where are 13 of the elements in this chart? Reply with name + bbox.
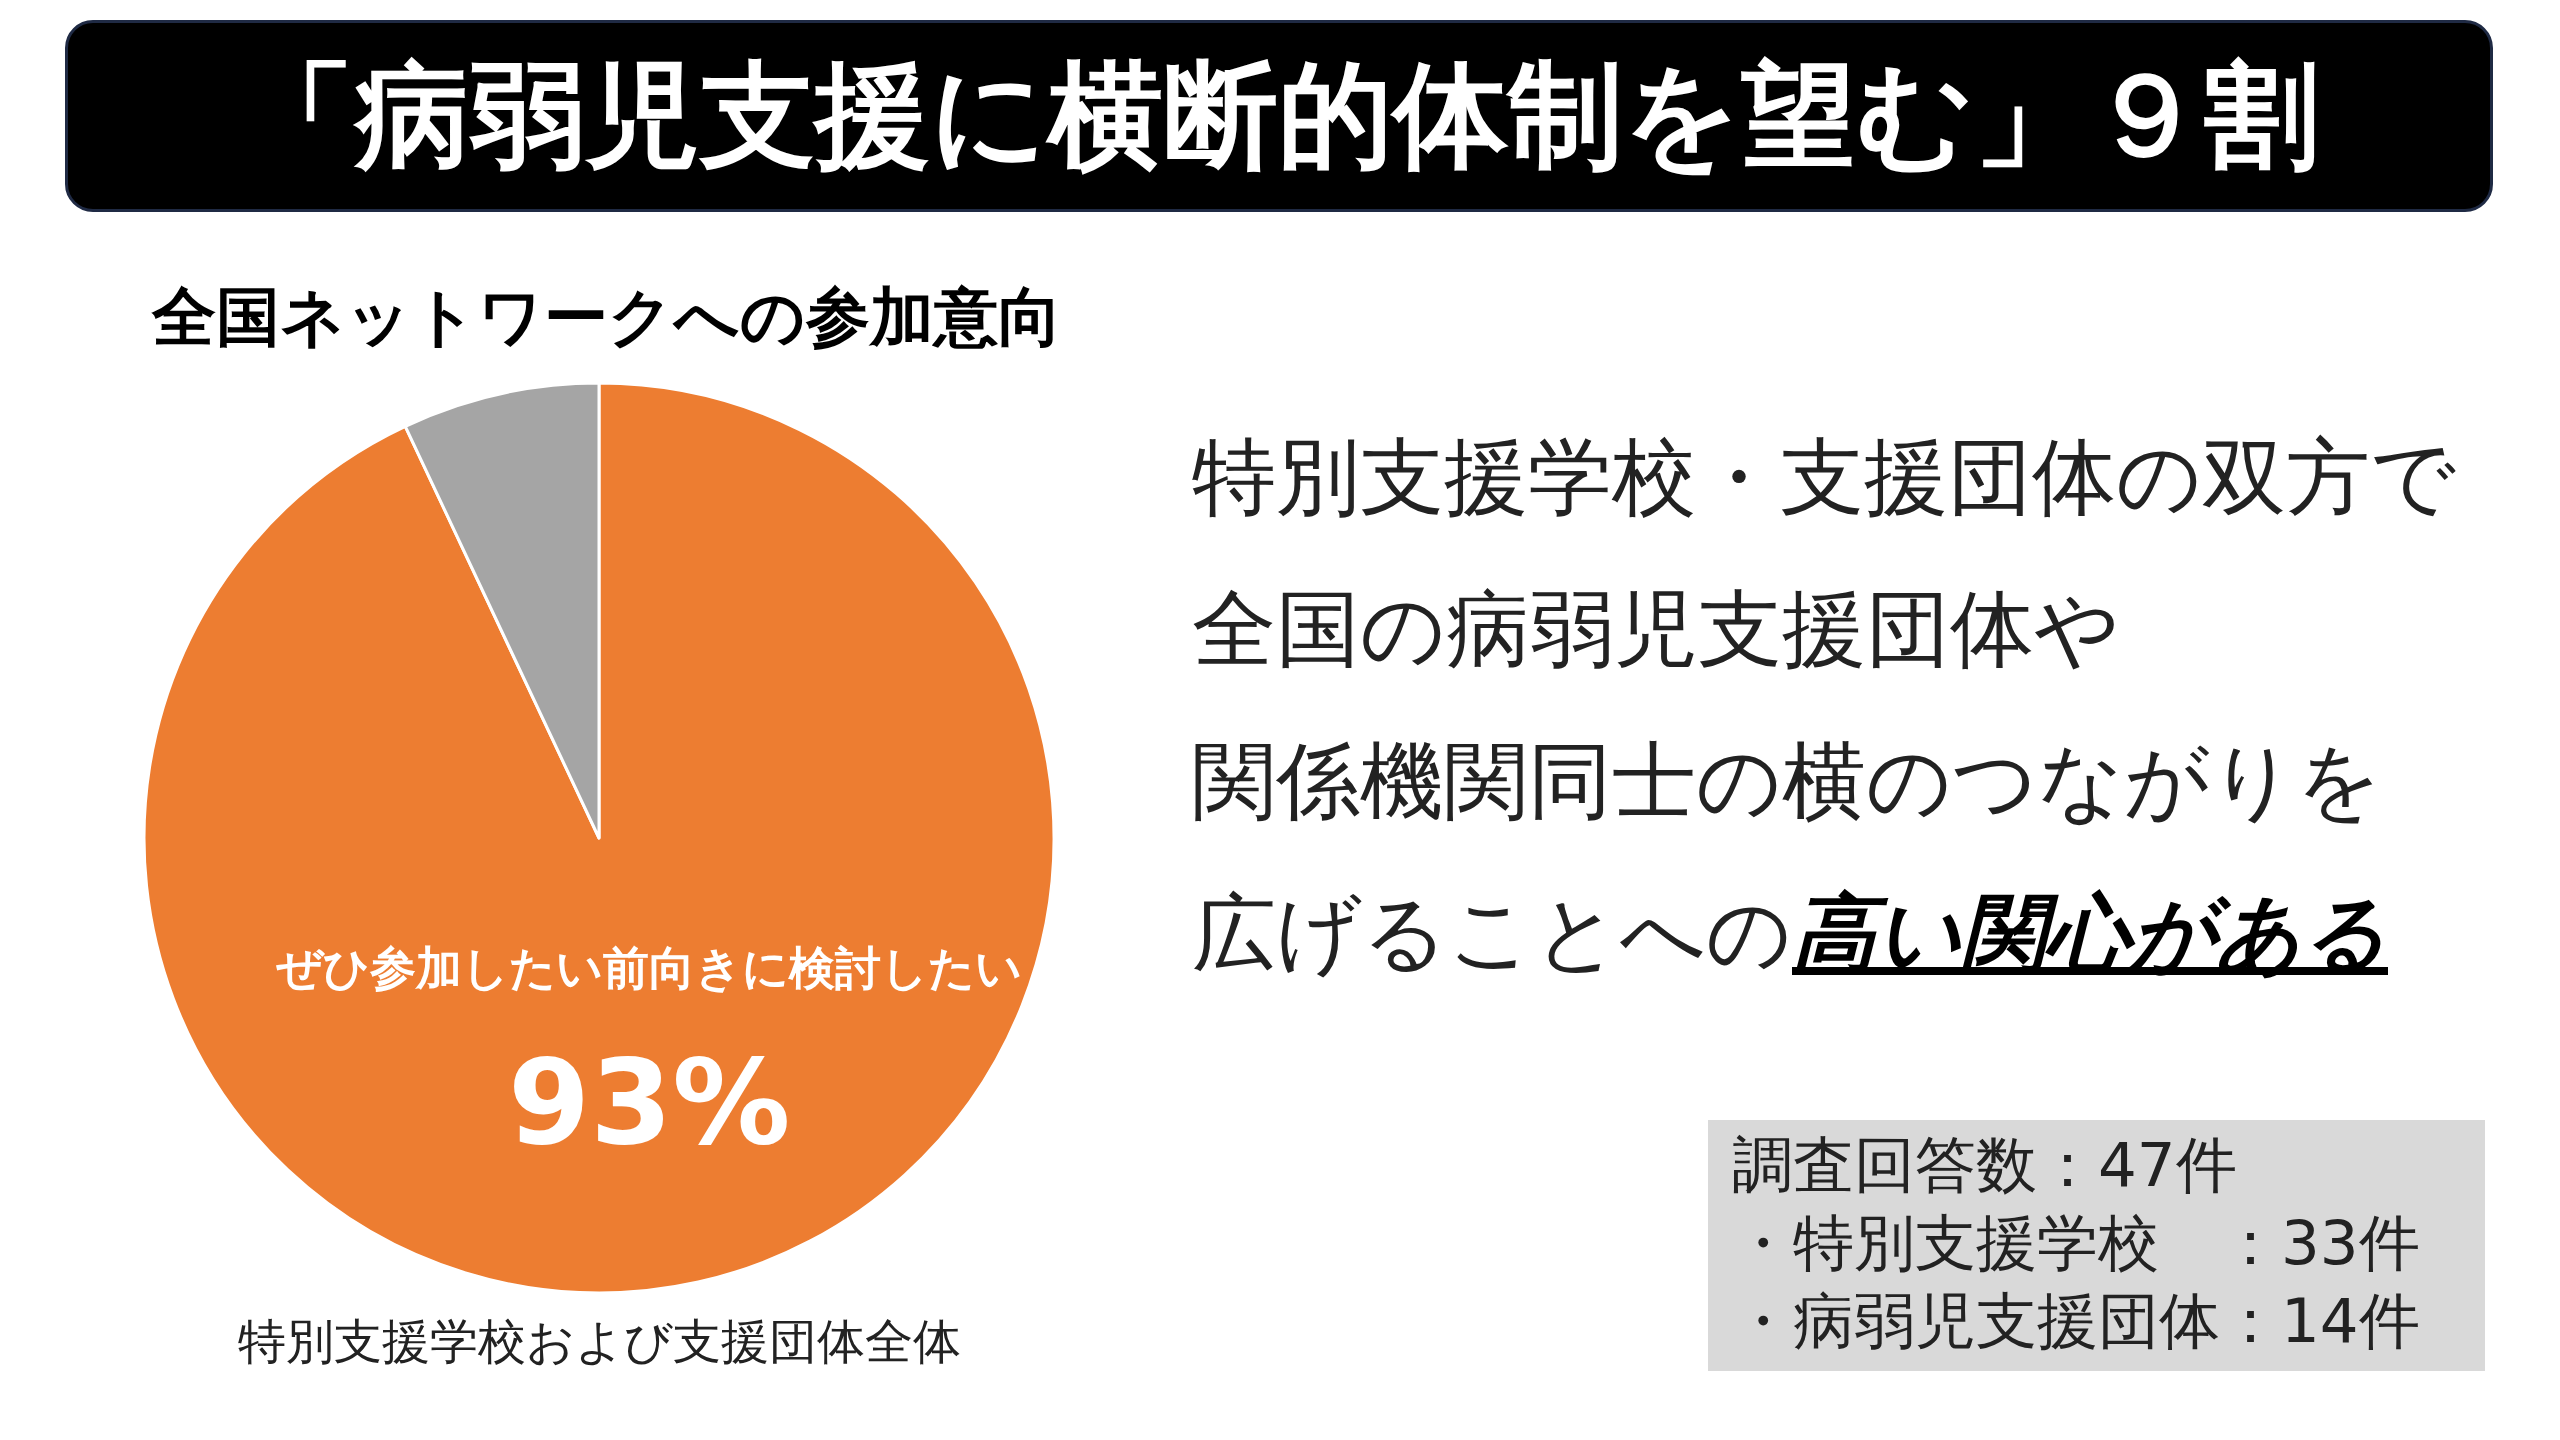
- text: 特別支援学校および支援団体全体: [236, 1312, 962, 1371]
- text: 高い関心がある: [1792, 884, 2388, 982]
- data-label: 93%: [508, 1032, 791, 1171]
- text: 関係機関同士の横のつながりを: [1192, 732, 2382, 830]
- text: 全国の病弱児支援団体や: [1192, 580, 2120, 678]
- text: ・特別支援学校 ：33件: [1732, 1206, 2421, 1280]
- slice-label: ぜひ参加したい前向きに検討したい: [276, 940, 1023, 995]
- text: ・病弱児支援団体：14件: [1732, 1284, 2421, 1358]
- text: 調査回答数：47件: [1732, 1128, 2238, 1202]
- chart-title: 「病弱児支援に横断的体制を望む」９割: [239, 46, 2319, 184]
- chart-subtitle: 全国ネットワークへの参加意向: [152, 279, 1062, 356]
- text: 特別支援学校・支援団体の双方で: [1192, 428, 2456, 526]
- text: 広げることへの: [1192, 884, 1792, 982]
